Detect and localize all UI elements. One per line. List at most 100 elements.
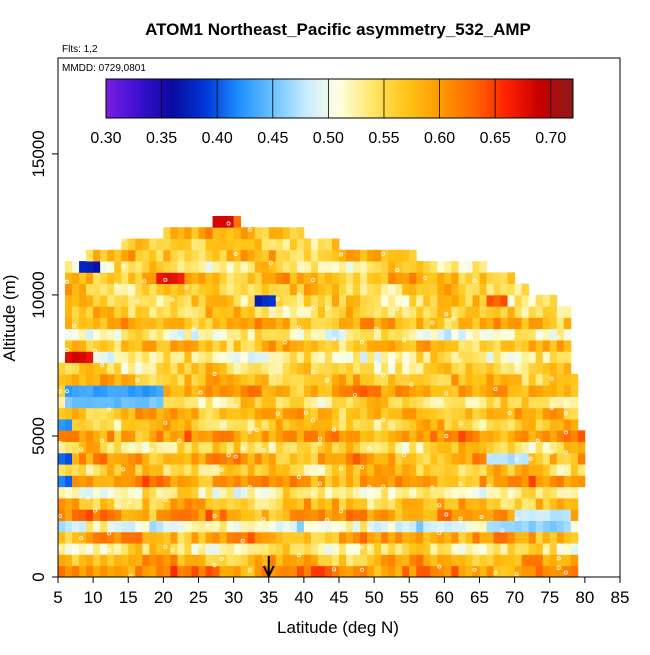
heatmap-cell (184, 227, 192, 239)
heatmap-cell (451, 475, 459, 488)
heatmap-cell (86, 407, 94, 420)
heatmap-cell (570, 396, 579, 409)
heatmap-cell (528, 475, 537, 488)
heatmap-cell (72, 396, 80, 409)
heatmap-cell (493, 306, 501, 318)
heatmap-cell (226, 430, 235, 443)
heatmap-cell (121, 531, 129, 544)
heatmap-cell (100, 328, 108, 341)
heatmap-cell (570, 419, 579, 431)
heatmap-cell (261, 554, 270, 567)
heatmap-cell (219, 531, 227, 544)
heatmap-cell (254, 328, 263, 341)
heatmap-cell (79, 520, 87, 533)
heatmap-cell (296, 464, 305, 476)
heatmap-cell (212, 554, 220, 567)
heatmap-cell (100, 272, 108, 285)
heatmap-cell (163, 543, 171, 555)
heatmap-cell (93, 531, 101, 544)
heatmap-cell (486, 531, 494, 544)
x-tick-label: 65 (470, 588, 489, 607)
colorbar-segment (243, 79, 247, 118)
heatmap-cell (128, 441, 136, 454)
heatmap-cell (114, 543, 122, 555)
heatmap-cell (437, 373, 445, 386)
heatmap-cell (395, 452, 403, 465)
heatmap-cell (500, 486, 508, 499)
heatmap-cell (219, 340, 227, 352)
heatmap-cell (479, 328, 487, 341)
heatmap-cell (233, 306, 242, 318)
sample-point (458, 358, 463, 363)
sample-point (79, 536, 84, 541)
heatmap-cell (479, 430, 487, 443)
heatmap-cell (107, 362, 115, 375)
heatmap-cell (289, 396, 298, 409)
heatmap-cell (219, 227, 227, 239)
heatmap-cell (184, 351, 192, 364)
heatmap-cell (465, 272, 473, 285)
heatmap-cell (423, 498, 431, 510)
heatmap-cell (100, 362, 108, 375)
heatmap-cell (556, 396, 565, 409)
colorbar-segment (254, 79, 259, 118)
heatmap-cell (177, 407, 185, 420)
heatmap-cell (65, 452, 73, 465)
heatmap-cell (296, 373, 305, 386)
heatmap-cell (268, 238, 277, 251)
heatmap-cell (556, 441, 565, 454)
sample-point (296, 325, 301, 330)
heatmap-cell (395, 249, 403, 262)
heatmap-cell (402, 543, 410, 555)
heatmap-cell (353, 419, 361, 431)
heatmap-cell (367, 317, 375, 330)
heatmap-cell (191, 328, 199, 341)
heatmap-cell (303, 565, 312, 578)
heatmap-cell (542, 419, 551, 431)
heatmap-cell (177, 452, 185, 465)
heatmap-cell (212, 249, 220, 262)
heatmap-cell (451, 419, 459, 431)
heatmap-cell (240, 272, 249, 285)
heatmap-cell (212, 441, 220, 454)
heatmap-cell (170, 543, 178, 555)
heatmap-cell (240, 294, 249, 307)
sample-point (486, 484, 491, 489)
heatmap-cell (458, 486, 466, 499)
heatmap-cell (367, 283, 375, 296)
heatmap-cell (563, 317, 572, 330)
heatmap-cell (444, 283, 452, 296)
heatmap-cell (437, 543, 445, 555)
heatmap-cell (233, 520, 242, 533)
heatmap-cell (430, 509, 438, 521)
heatmap-cell (514, 385, 523, 397)
heatmap-cell (233, 261, 242, 273)
sample-point (563, 430, 568, 435)
heatmap-cell (514, 464, 523, 476)
heatmap-cell (128, 396, 136, 409)
sample-point (303, 410, 308, 415)
heatmap-cell (72, 486, 80, 499)
colorbar-segment (284, 79, 288, 118)
x-tick-label: 40 (294, 588, 313, 607)
heatmap-cell (163, 486, 171, 499)
heatmap-cell (212, 351, 220, 364)
heatmap-cell (416, 351, 424, 364)
heatmap-cell (528, 464, 537, 476)
sample-point (79, 447, 84, 452)
heatmap-cell (563, 385, 572, 397)
heatmap-cell (360, 385, 368, 397)
heatmap-cell (346, 452, 354, 465)
x-tick-label: 5 (53, 588, 62, 607)
sample-point (437, 564, 442, 569)
heatmap-cell (310, 441, 319, 454)
heatmap-cell (303, 261, 312, 273)
heatmap-cell (114, 419, 122, 431)
heatmap-cell (331, 328, 340, 341)
heatmap-cell (226, 441, 235, 454)
heatmap-cell (275, 272, 284, 285)
heatmap-cell (493, 283, 501, 296)
heatmap-cell (79, 486, 87, 499)
heatmap-cell (521, 464, 530, 476)
heatmap-cell (65, 362, 73, 375)
